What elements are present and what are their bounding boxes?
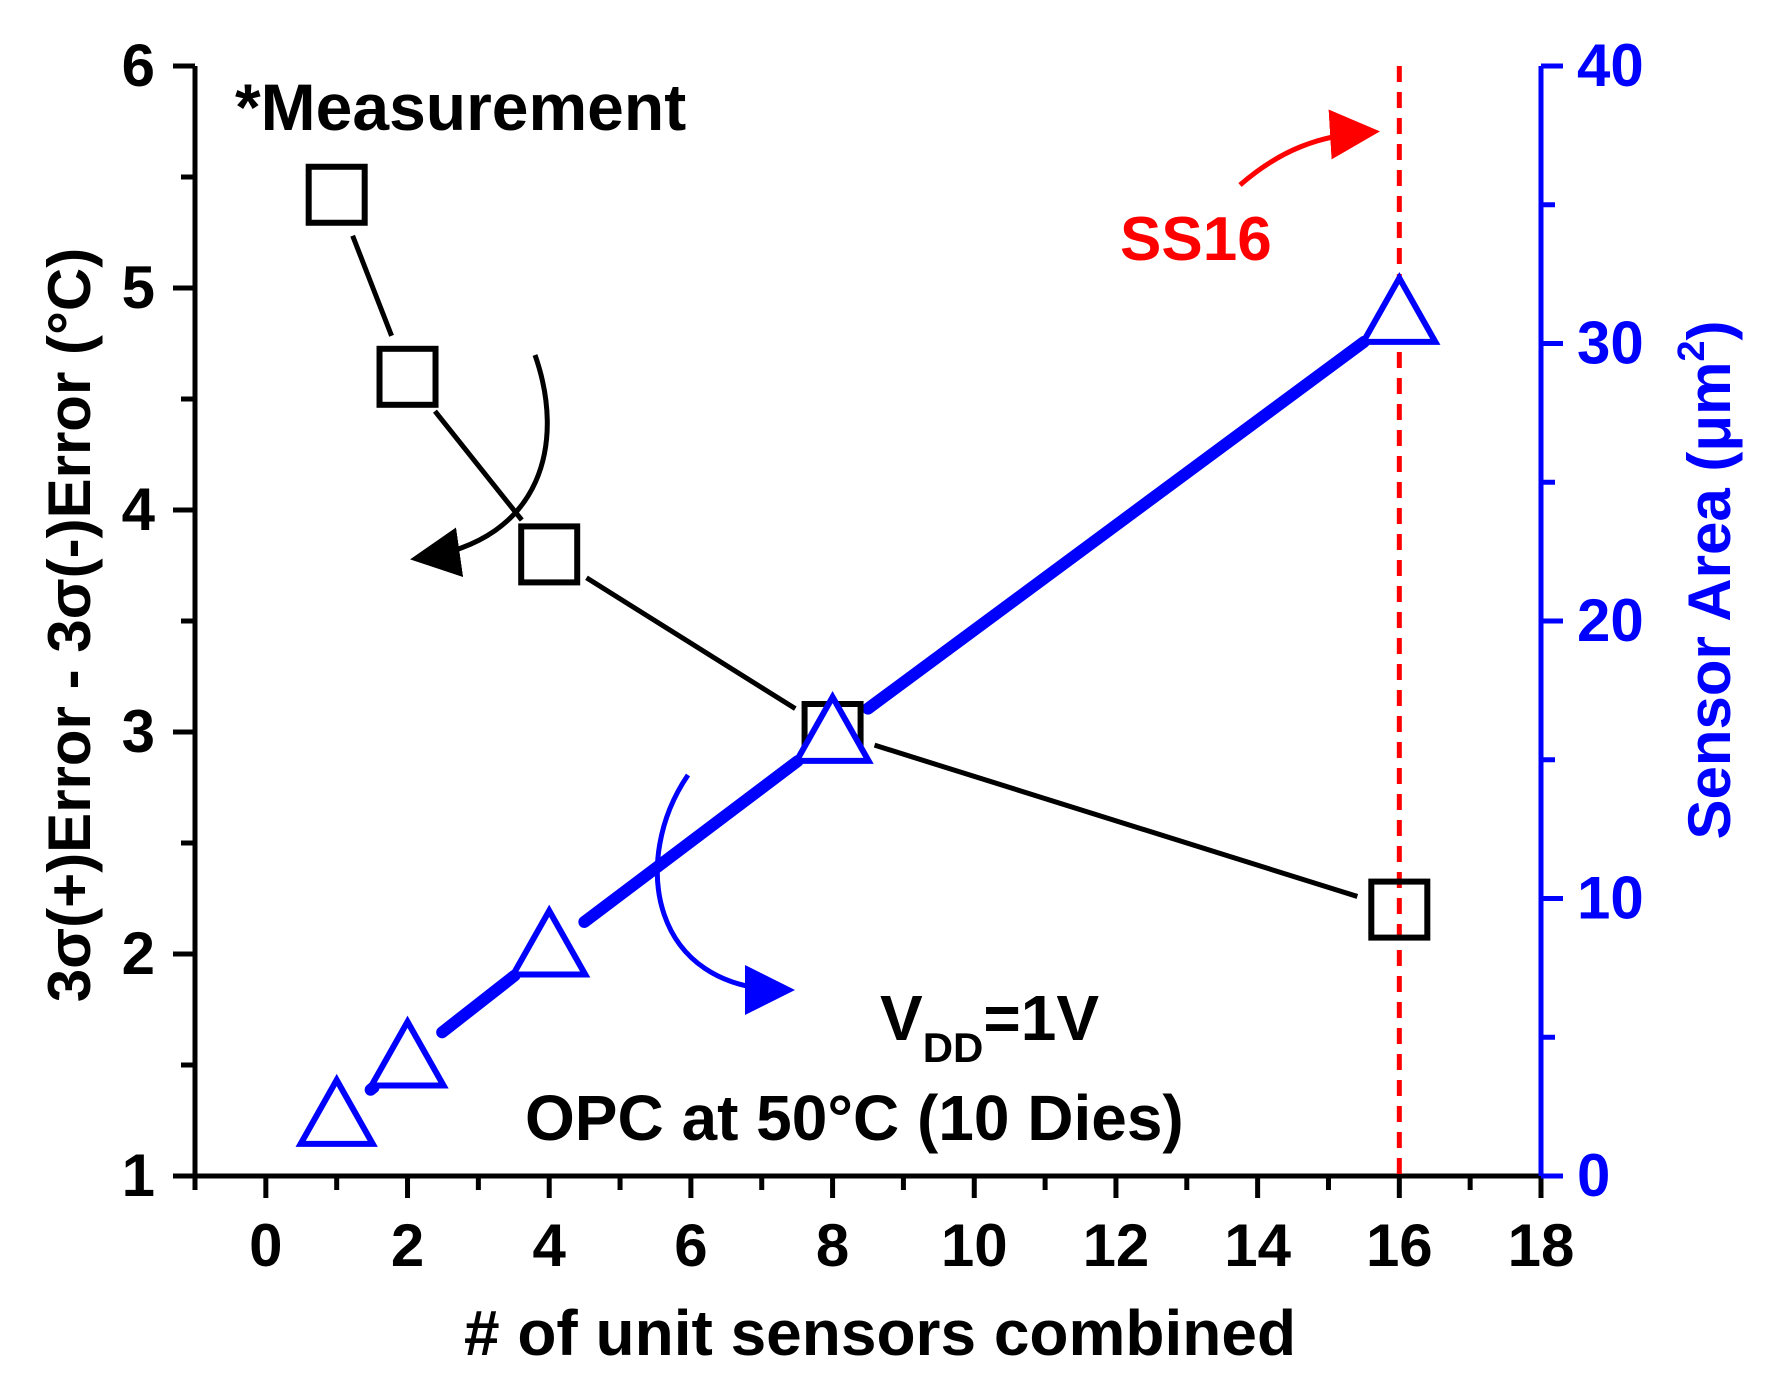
error-series-segment (350, 234, 394, 337)
y-right-tick-label: 10 (1577, 865, 1644, 932)
error-point (518, 523, 581, 586)
y-right-tick-label: 0 (1577, 1142, 1610, 1209)
y-left-tick-label: 1 (122, 1142, 155, 1209)
x-tick-label: 14 (1224, 1212, 1291, 1279)
error-series-segment (433, 409, 524, 522)
y-left-tick-label: 6 (122, 32, 155, 99)
x-tick-label: 6 (674, 1212, 707, 1279)
area-point (366, 1015, 449, 1089)
error-point (1368, 878, 1431, 941)
y-left-tick-label: 4 (122, 476, 156, 543)
error-series-segment (585, 575, 797, 711)
area-point (1358, 271, 1441, 345)
error-trend-arrow (410, 354, 550, 578)
vdd-label: VDD=1V (880, 982, 1099, 1071)
error-point (305, 163, 368, 226)
y-left-tick-label: 3 (122, 698, 155, 765)
vdd-subscript: DD (923, 1024, 984, 1071)
y-axis-left-label: 3σ(+)Error - 3σ(-)Error (°C) (36, 248, 103, 1002)
measurement-note: *Measurement (235, 70, 686, 144)
opc-label: OPC at 50°C (10 Dies) (525, 1082, 1184, 1154)
area-point (791, 690, 874, 764)
error-point (376, 345, 439, 408)
ss16-label: SS16 (1120, 205, 1272, 274)
area-series-segment (436, 969, 521, 1039)
ss16-arrow (1238, 109, 1380, 187)
area-series-segment (578, 755, 804, 928)
y-right-tick-label: 20 (1577, 587, 1644, 654)
x-tick-label: 16 (1366, 1212, 1433, 1279)
y-left-tick-label: 2 (122, 920, 155, 987)
area-trend-arrow (654, 773, 795, 1015)
vdd-main: V (880, 982, 923, 1054)
x-tick-label: 2 (391, 1212, 424, 1279)
area-point (295, 1073, 378, 1147)
y-left-tick-label: 5 (122, 254, 155, 321)
y-axis-right-label-sup: 2 (1671, 340, 1713, 361)
x-tick-label: 12 (1083, 1212, 1150, 1279)
y-axis-right-label-close: ) (1676, 320, 1743, 340)
x-axis-label: # of unit sensors combined (464, 1297, 1296, 1369)
area-series-segment (861, 335, 1370, 715)
x-tick-label: 8 (816, 1212, 849, 1279)
x-tick-label: 4 (533, 1212, 567, 1279)
x-tick-label: 10 (941, 1212, 1008, 1279)
vdd-value: =1V (983, 982, 1099, 1054)
x-tick-label: 0 (249, 1212, 282, 1279)
area-point (508, 904, 591, 978)
x-tick-label: 18 (1508, 1212, 1575, 1279)
y-right-tick-label: 30 (1577, 310, 1644, 377)
error-series-segment (873, 742, 1359, 899)
y-axis-right-label: Sensor Area (μm2) (1671, 320, 1743, 839)
y-axis-right-label-main: Sensor Area (μm (1676, 362, 1743, 840)
y-right-tick-label: 40 (1577, 32, 1644, 99)
